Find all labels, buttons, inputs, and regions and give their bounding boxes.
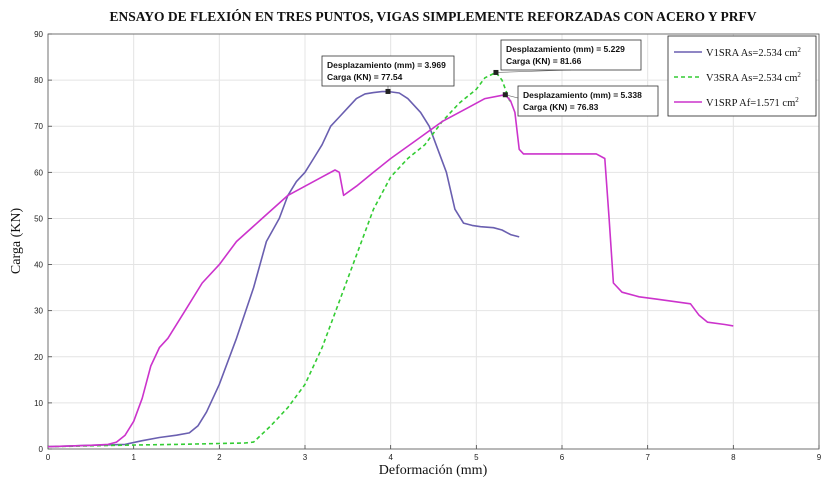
y-tick-label: 40 [34,261,43,270]
datatip-box [321,55,455,87]
y-tick-label: 60 [34,168,43,177]
x-tick-label: 0 [46,453,51,462]
y-tick-label: 10 [34,399,43,408]
datatip-marker [493,69,499,75]
datatip-marker [385,88,391,94]
datatip-line1: Desplazamiento (mm) = 3.969 [327,60,446,70]
series-line-1 [47,90,520,448]
y-tick-label: 50 [34,214,43,223]
y-tick-label: 0 [39,445,44,454]
x-tick-label: 8 [731,453,736,462]
x-tick-label: 4 [388,453,393,462]
datatip-line1: Desplazamiento (mm) = 5.229 [506,44,625,54]
x-tick-label: 6 [560,453,565,462]
datatip-box [500,39,642,71]
axes [47,33,820,450]
x-tick-label: 9 [817,453,822,462]
y-tick-label: 80 [34,76,43,85]
datatip-line2: Carga (KN) = 76.83 [523,102,599,112]
datatip-line1: Desplazamiento (mm) = 5.338 [523,90,642,100]
legend-label-2: V3SRA As=2.534 cm2 [706,71,801,84]
y-tick-label: 20 [34,353,43,362]
series-line-2 [47,71,512,448]
datatip-leader [495,69,572,73]
datatips: Desplazamiento (mm) = 3.969 Carga (KN) = … [321,39,659,117]
series-lines [47,71,734,448]
y-tick-label: 30 [34,307,43,316]
x-axis-label: Deformación (mm) [379,463,488,478]
x-tick-label: 2 [217,453,222,462]
x-tick-label: 1 [131,453,136,462]
chart-title: ENSAYO DE FLEXIÓN EN TRES PUNTOS, VIGAS … [110,9,757,24]
datatip-line2: Carga (KN) = 81.66 [506,56,582,66]
legend-label-3: V1SRP Af=1.571 cm2 [706,96,799,109]
datatip-marker [502,92,508,98]
x-tick-label: 3 [303,453,308,462]
datatip-line2: Carga (KN) = 77.54 [327,72,403,82]
x-tick-label: 7 [645,453,650,462]
axes-box [47,33,820,450]
series-line-3 [47,93,734,448]
y-tick-label: 70 [34,122,43,131]
legend-label-1: V1SRA As=2.534 cm2 [706,46,801,59]
y-axis-label: Carga (KN) [9,208,24,275]
legend: V1SRA As=2.534 cm2 V3SRA As=2.534 cm2 V1SR… [667,35,817,117]
x-tick-label: 5 [474,453,479,462]
y-tick-label: 90 [34,30,43,39]
datatip-box [517,85,659,117]
